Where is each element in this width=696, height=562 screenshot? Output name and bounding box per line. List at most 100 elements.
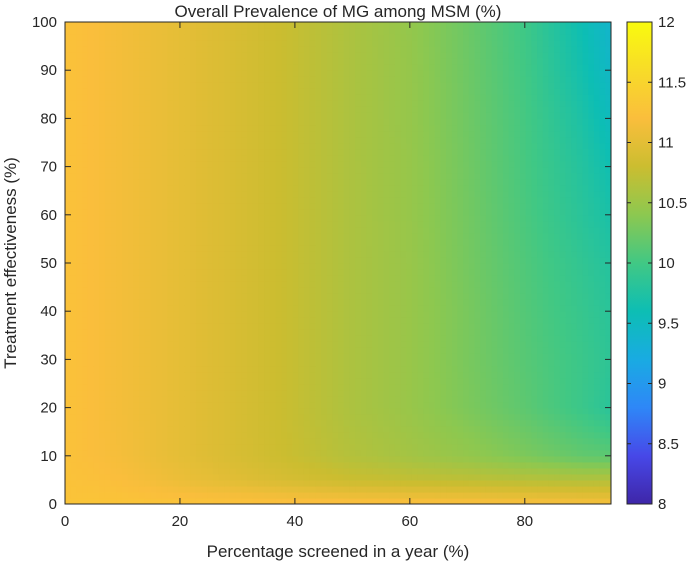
heatmap-cell [502, 395, 510, 403]
heatmap-cell [281, 485, 288, 493]
heatmap-cell [355, 323, 362, 330]
heatmap-cell [201, 269, 208, 276]
heatmap-cell [440, 365, 447, 373]
heatmap-cell [82, 208, 89, 216]
heatmap-cell [485, 485, 493, 493]
heatmap-cell [508, 220, 515, 228]
heatmap-cell [451, 377, 459, 385]
heatmap-cell [372, 449, 379, 457]
heatmap-cell [207, 383, 214, 391]
heatmap-cell [65, 293, 72, 300]
heatmap-cell [252, 383, 259, 391]
heatmap-cell [258, 208, 265, 216]
heatmap-cell [514, 407, 521, 415]
heatmap-cell [468, 287, 476, 294]
heatmap-cell [292, 226, 299, 234]
heatmap-cell [184, 317, 191, 324]
heatmap-cell [491, 443, 498, 451]
heatmap-cell [241, 419, 248, 427]
heatmap-cell [144, 371, 151, 379]
heatmap-cell [218, 335, 225, 342]
heatmap-cell [480, 208, 487, 216]
heatmap-cell [127, 461, 134, 469]
heatmap-cell [173, 359, 180, 367]
heatmap-cell [349, 485, 356, 493]
heatmap-cell [525, 341, 532, 348]
heatmap-cell [121, 497, 129, 504]
heatmap-cell [468, 299, 476, 306]
heatmap-cell [338, 250, 345, 258]
heatmap-cell [468, 479, 476, 487]
heatmap-cell [82, 226, 89, 234]
heatmap-cell [474, 202, 481, 210]
heatmap-cell [429, 377, 436, 385]
heatmap-cell [491, 244, 498, 252]
heatmap-cell [156, 467, 163, 475]
heatmap-cell [605, 395, 611, 403]
heatmap-cell [309, 341, 316, 348]
heatmap-cell [377, 449, 385, 457]
heatmap-cell [537, 389, 544, 397]
heatmap-cell [161, 359, 168, 367]
heatmap-cell [201, 401, 208, 409]
heatmap-cell [411, 226, 419, 234]
heatmap-cell [292, 196, 299, 204]
heatmap-cell [525, 479, 532, 487]
heatmap-cell [178, 226, 186, 234]
heatmap-cell [451, 335, 459, 342]
heatmap-cell [474, 238, 481, 246]
heatmap-cell [463, 407, 470, 415]
heatmap-cell [411, 311, 419, 318]
heatmap-cell [548, 226, 555, 234]
heatmap-cell [315, 371, 322, 379]
heatmap-cell [252, 299, 259, 306]
heatmap-cell [599, 256, 606, 264]
heatmap-cell [93, 281, 100, 288]
heatmap-cell [320, 353, 328, 360]
heatmap-cell [463, 335, 470, 342]
heatmap-cell [320, 431, 328, 439]
heatmap-cell [457, 407, 464, 415]
heatmap-cell [110, 347, 117, 354]
heatmap-cell [468, 461, 476, 469]
heatmap-cell [559, 244, 567, 252]
heatmap-cell [138, 419, 146, 427]
heatmap-cell [400, 281, 407, 288]
heatmap-cell [576, 473, 584, 481]
heatmap-cell [269, 305, 277, 312]
heatmap-cell [508, 256, 515, 264]
heatmap-cell [542, 467, 550, 475]
heatmap-cell [514, 455, 521, 463]
heatmap-cell [247, 190, 254, 198]
heatmap-cell [315, 202, 322, 210]
heatmap-cell [121, 305, 129, 312]
heatmap-cell [343, 467, 350, 475]
heatmap-cell [286, 293, 294, 300]
heatmap-cell [360, 250, 368, 258]
heatmap-cell [451, 395, 459, 403]
heatmap-cell [241, 232, 248, 240]
heatmap-cell [264, 371, 271, 379]
heatmap-cell [298, 341, 305, 348]
heatmap-cell [150, 208, 157, 216]
heatmap-cell [542, 401, 550, 409]
heatmap-cell [554, 449, 561, 457]
heatmap-cell [411, 485, 419, 493]
heatmap-cell [383, 281, 390, 288]
heatmap-cell [298, 335, 305, 342]
heatmap-cell [554, 256, 561, 264]
heatmap-cell [366, 425, 373, 433]
heatmap-cell [167, 395, 174, 403]
heatmap-cell [537, 395, 544, 403]
heatmap-cell [247, 317, 254, 324]
heatmap-cell [588, 341, 595, 348]
heatmap-cell [144, 359, 151, 367]
heatmap-cell [554, 317, 561, 324]
heatmap-cell [480, 497, 487, 504]
heatmap-cell [320, 317, 328, 324]
heatmap-cell [269, 359, 277, 367]
heatmap-cell [161, 425, 168, 433]
heatmap-cell [286, 232, 294, 240]
heatmap-cell [457, 389, 464, 397]
heatmap-cell [252, 395, 259, 403]
